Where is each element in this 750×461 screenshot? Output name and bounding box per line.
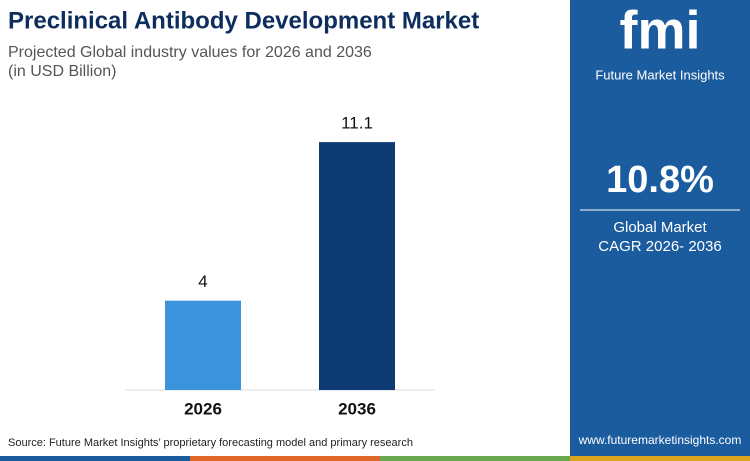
- chart-subtitle: (in USD Billion): [8, 63, 116, 80]
- website: www.futuremarketinsights.com: [578, 433, 742, 447]
- stripe: [0, 456, 190, 461]
- data-label: 4: [198, 272, 207, 291]
- side-panel: [570, 0, 750, 461]
- x-tick-label: 2036: [338, 399, 376, 418]
- chart-subtitle: Projected Global industry values for 202…: [8, 44, 372, 61]
- stripe: [380, 456, 570, 461]
- cagr-label: Global Market: [613, 219, 707, 236]
- x-tick-label: 2026: [184, 399, 222, 418]
- cagr-label: CAGR 2026- 2036: [598, 238, 721, 255]
- stripe: [570, 456, 750, 461]
- chart-title: Preclinical Antibody Development Market: [8, 7, 479, 34]
- data-label: 11.1: [341, 114, 373, 133]
- brand: Future Market Insights: [595, 67, 725, 82]
- logo: fmi: [620, 0, 701, 60]
- bar: [319, 142, 395, 390]
- cagr-value: 10.8%: [606, 159, 714, 201]
- source: Source: Future Market Insights’ propriet…: [8, 437, 413, 449]
- bar: [165, 300, 241, 390]
- stripe: [190, 456, 380, 461]
